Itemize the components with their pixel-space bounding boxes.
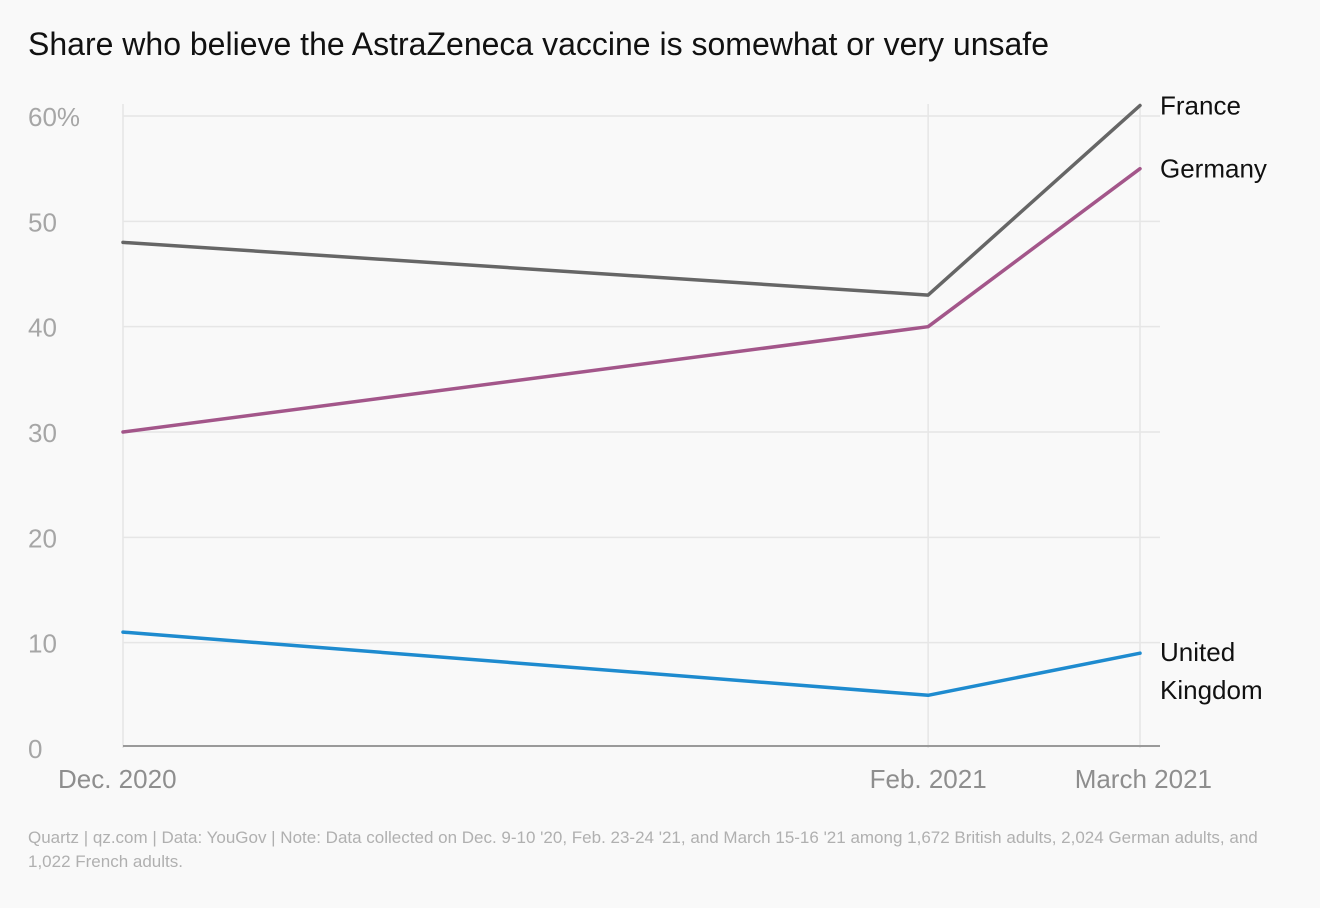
x-tick-label: Feb. 2021 (870, 764, 987, 794)
y-tick-label: 0 (28, 734, 42, 764)
chart-title: Share who believe the AstraZeneca vaccin… (28, 26, 1049, 62)
series-label-united-kingdom: United Kingdom (1160, 637, 1263, 705)
source-note: Quartz | qz.com | Data: YouGov | Note: D… (28, 828, 1258, 871)
series-line-france (121, 103, 1142, 297)
y-tick-label: 40 (28, 313, 57, 343)
y-tick-label: 60% (28, 102, 80, 132)
gridlines (122, 104, 1160, 748)
series-label-germany: Germany (1160, 154, 1267, 184)
x-tick-label: Dec. 2020 (58, 764, 177, 794)
series-line-united-kingdom (121, 630, 1142, 698)
series-line-germany (121, 166, 1142, 434)
series-lines (121, 103, 1142, 698)
y-tick-label: 20 (28, 523, 57, 553)
tick-labels: 0 10 20 30 40 50 60% Dec. 2020 Feb. 2021 March 20… (28, 102, 1212, 794)
y-tick-label: 10 (28, 629, 57, 659)
series-labels: France Germany United Kingdom (1160, 90, 1267, 705)
y-tick-label: 30 (28, 418, 57, 448)
y-tick-label: 50 (28, 207, 57, 237)
series-label-france: France (1160, 90, 1241, 120)
x-tick-label: March 2021 (1075, 764, 1212, 794)
